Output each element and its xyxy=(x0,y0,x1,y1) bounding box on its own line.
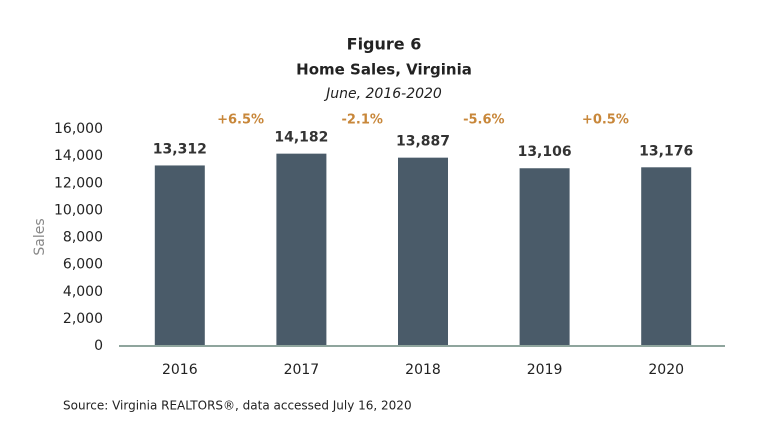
y-tick-label: 16,000 xyxy=(54,121,103,137)
y-tick-label: 8,000 xyxy=(63,230,103,246)
change-annotation: -5.6% xyxy=(463,113,504,128)
y-tick-label: 4,000 xyxy=(63,284,103,300)
change-annotation: -2.1% xyxy=(341,113,382,128)
chart-subtitle: Home Sales, Virginia xyxy=(296,61,472,79)
bar xyxy=(276,153,327,346)
x-tick-label: 2016 xyxy=(162,362,198,378)
value-label: 13,176 xyxy=(639,143,693,159)
source-note: Source: Virginia REALTORS®, data accesse… xyxy=(63,399,412,413)
value-label: 13,106 xyxy=(518,144,572,160)
x-tick-label: 2018 xyxy=(405,362,441,378)
chart-period: June, 2016-2020 xyxy=(323,86,442,102)
bar xyxy=(154,165,205,346)
y-axis-label: Sales xyxy=(32,218,48,255)
y-tick-label: 2,000 xyxy=(63,311,103,327)
bar xyxy=(641,167,692,346)
y-tick-label: 14,000 xyxy=(54,148,103,164)
change-annotation: +0.5% xyxy=(582,113,629,128)
change-annotation: +6.5% xyxy=(217,113,264,128)
y-tick-label: 0 xyxy=(94,338,103,354)
value-label: 13,312 xyxy=(153,141,207,157)
value-label: 13,887 xyxy=(396,134,450,150)
x-tick-label: 2017 xyxy=(284,362,320,378)
value-label: 14,182 xyxy=(274,130,328,146)
y-tick-label: 10,000 xyxy=(54,202,103,218)
x-tick-label: 2019 xyxy=(527,362,563,378)
x-tick-label: 2020 xyxy=(648,362,684,378)
bar xyxy=(519,168,570,346)
chart-title: Figure 6 xyxy=(347,35,422,54)
bar xyxy=(398,157,448,346)
y-tick-label: 12,000 xyxy=(54,175,103,191)
y-tick-label: 6,000 xyxy=(63,257,103,273)
